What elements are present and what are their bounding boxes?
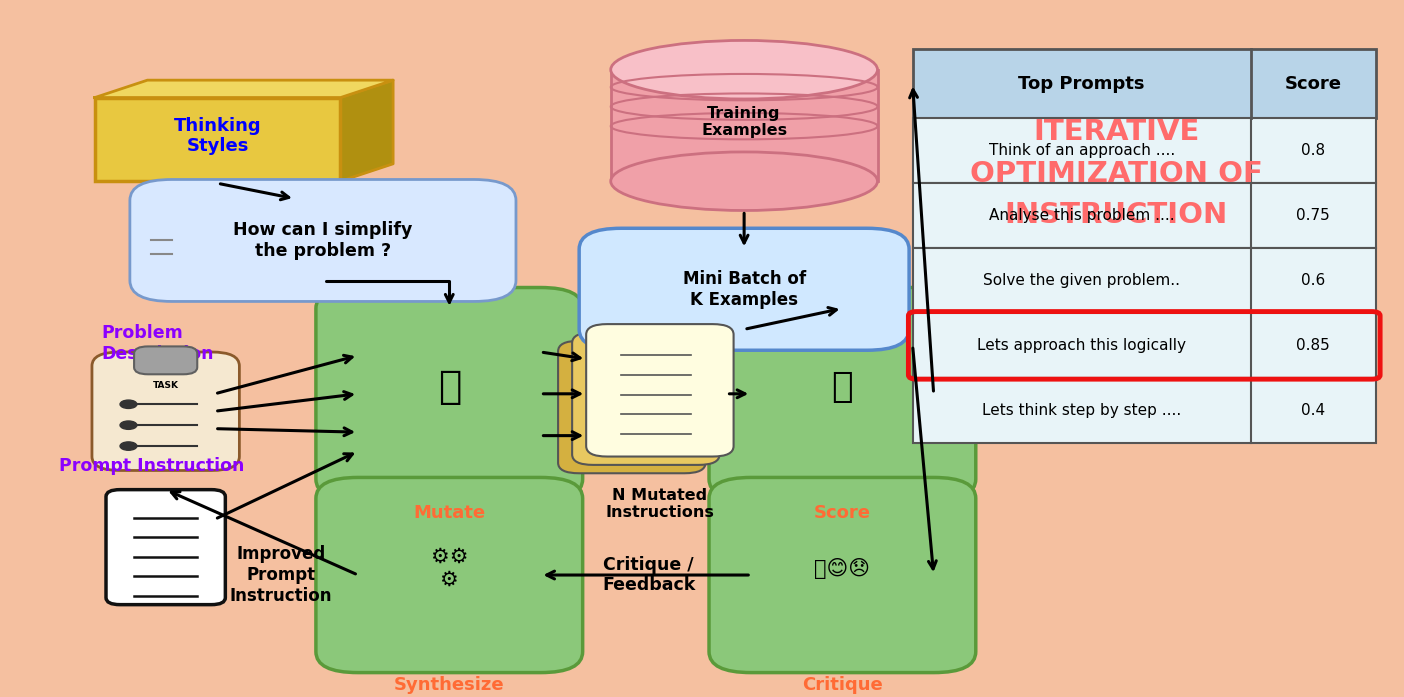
Text: 0.8: 0.8 <box>1302 144 1325 158</box>
Text: Synthesize: Synthesize <box>395 676 504 694</box>
FancyBboxPatch shape <box>913 248 1376 313</box>
FancyBboxPatch shape <box>91 352 239 470</box>
Text: 0.6: 0.6 <box>1302 273 1325 288</box>
Polygon shape <box>340 80 393 181</box>
Text: N Mutated
Instructions: N Mutated Instructions <box>605 488 715 520</box>
FancyBboxPatch shape <box>587 324 733 457</box>
Text: ITERATIVE
OPTIMIZATION OF
INSTRUCTION: ITERATIVE OPTIMIZATION OF INSTRUCTION <box>970 118 1262 229</box>
FancyBboxPatch shape <box>913 313 1376 378</box>
Text: TASK: TASK <box>153 381 178 390</box>
Text: Critique: Critique <box>802 676 883 694</box>
Text: Solve the given problem..: Solve the given problem.. <box>983 273 1181 288</box>
Text: 🧬: 🧬 <box>438 368 461 406</box>
Text: Lets think step by step ....: Lets think step by step .... <box>981 403 1181 418</box>
FancyBboxPatch shape <box>135 346 197 374</box>
Circle shape <box>121 400 138 408</box>
Text: Mutate: Mutate <box>413 503 486 521</box>
Text: Score: Score <box>1285 75 1342 93</box>
FancyBboxPatch shape <box>557 341 705 473</box>
Text: ⚙️⚙️
⚙️: ⚙️⚙️ ⚙️ <box>431 546 468 590</box>
Text: Analyse this problem ....: Analyse this problem .... <box>988 208 1175 223</box>
Text: Mini Batch of
K Examples: Mini Batch of K Examples <box>682 270 806 309</box>
Polygon shape <box>95 80 393 98</box>
FancyBboxPatch shape <box>316 477 583 673</box>
FancyBboxPatch shape <box>316 288 583 500</box>
Text: Top Prompts: Top Prompts <box>1018 75 1144 93</box>
FancyBboxPatch shape <box>95 98 340 181</box>
FancyBboxPatch shape <box>913 183 1376 248</box>
FancyBboxPatch shape <box>913 118 1376 183</box>
Text: Improved
Prompt
Instruction: Improved Prompt Instruction <box>229 545 333 605</box>
Text: 📅: 📅 <box>831 370 854 404</box>
Circle shape <box>121 442 138 450</box>
FancyBboxPatch shape <box>578 229 910 351</box>
FancyBboxPatch shape <box>131 180 517 301</box>
Text: Prompt Instruction: Prompt Instruction <box>59 457 244 475</box>
Text: How can I simplify
the problem ?: How can I simplify the problem ? <box>233 221 413 260</box>
FancyBboxPatch shape <box>573 332 719 465</box>
FancyBboxPatch shape <box>709 288 976 500</box>
Text: Problem
Description: Problem Description <box>101 324 213 363</box>
Ellipse shape <box>611 152 878 210</box>
Text: Lets approach this logically: Lets approach this logically <box>977 338 1186 353</box>
Text: Critique /
Feedback: Critique / Feedback <box>602 556 695 595</box>
FancyBboxPatch shape <box>913 378 1376 443</box>
Text: Thinking
Styles: Thinking Styles <box>174 116 261 155</box>
Text: 📋😊😞: 📋😊😞 <box>814 558 870 579</box>
FancyBboxPatch shape <box>107 489 225 604</box>
Text: 0.75: 0.75 <box>1296 208 1330 223</box>
Text: Score: Score <box>814 503 870 521</box>
Text: 0.4: 0.4 <box>1302 403 1325 418</box>
Text: 0.85: 0.85 <box>1296 338 1330 353</box>
Circle shape <box>121 421 138 429</box>
Bar <box>611 70 878 181</box>
Text: Training
Examples: Training Examples <box>701 106 788 138</box>
FancyBboxPatch shape <box>709 477 976 673</box>
Text: Think of an approach ....: Think of an approach .... <box>988 144 1175 158</box>
Ellipse shape <box>611 40 878 99</box>
FancyBboxPatch shape <box>913 49 1376 118</box>
